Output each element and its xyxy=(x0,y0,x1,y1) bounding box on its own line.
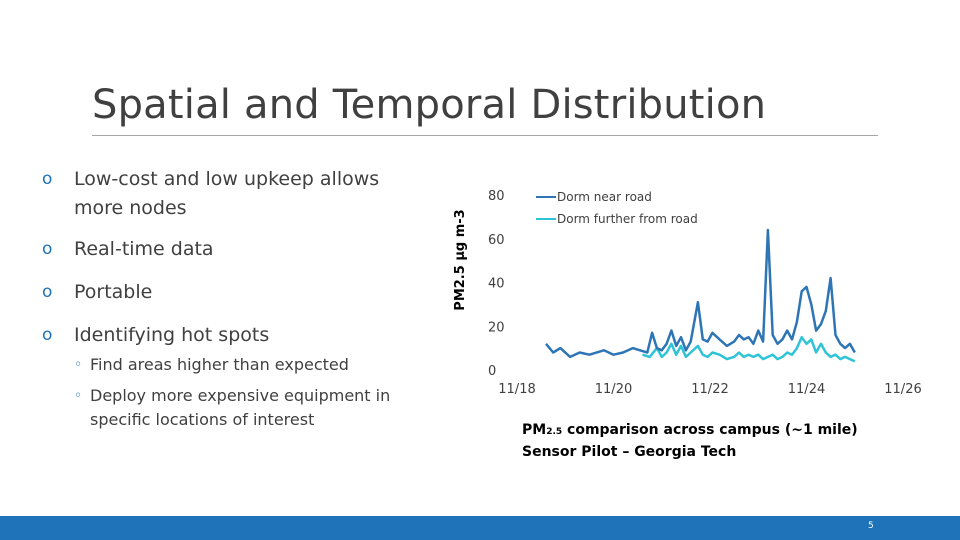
title-divider xyxy=(92,135,878,136)
legend-label: Dorm further from road xyxy=(557,212,698,226)
y-tick-label: 40 xyxy=(488,277,505,292)
sub-bullet-text: specific locations of interest xyxy=(90,410,315,429)
y-axis-label: PM2.5 µg m-3 xyxy=(453,209,468,310)
bullet-text: Real-time data xyxy=(74,238,214,260)
bullet-marker: o xyxy=(42,239,53,259)
series-line xyxy=(545,228,856,359)
slide-title: Spatial and Temporal Distribution xyxy=(92,82,767,128)
chart-caption: PM2.5 comparison across campus (~1 mile)… xyxy=(522,420,858,462)
series-lines xyxy=(545,228,856,363)
y-tick-label: 60 xyxy=(488,233,505,248)
bullet-marker: o xyxy=(42,282,53,302)
legend: Dorm near road Dorm further from road xyxy=(536,190,698,226)
caption-line-1: PM2.5 comparison across campus (~1 mile) xyxy=(522,422,858,438)
sub-bullet-marker: ◦ xyxy=(74,357,83,373)
x-tick-label: 11/26 xyxy=(884,382,921,397)
y-tick-labels: 0 20 40 60 80 xyxy=(488,189,505,379)
bullet-text: Portable xyxy=(74,281,153,303)
bullet-marker: o xyxy=(42,169,53,189)
series-line xyxy=(642,335,856,363)
bullet-item: o Identifying hot spots xyxy=(42,321,269,350)
bullet-text: Low-cost and low upkeep allows xyxy=(74,168,380,190)
x-tick-label: 11/24 xyxy=(788,382,825,397)
x-tick-label: 11/18 xyxy=(498,382,535,397)
x-tick-labels: 11/18 11/20 11/22 11/24 11/26 xyxy=(498,382,921,397)
sub-bullet-item: ◦ Find areas higher than expected xyxy=(74,353,349,377)
sub-bullet-text: Deploy more expensive equipment in xyxy=(90,386,391,405)
y-tick-label: 20 xyxy=(488,320,505,335)
sub-bullet-marker: ◦ xyxy=(74,388,83,404)
bullet-item: o Portable xyxy=(42,278,152,307)
caption-line-2: Sensor Pilot – Georgia Tech xyxy=(522,444,737,460)
bullet-text: more nodes xyxy=(74,197,187,219)
page-number: 5 xyxy=(868,521,874,531)
x-tick-label: 11/22 xyxy=(691,382,728,397)
x-tick-label: 11/20 xyxy=(595,382,632,397)
y-tick-label: 0 xyxy=(488,364,496,379)
y-tick-label: 80 xyxy=(488,189,505,204)
bullet-text: Identifying hot spots xyxy=(74,324,270,346)
bullet-item: o Low-cost and low upkeep allows more no… xyxy=(42,165,379,223)
legend-label: Dorm near road xyxy=(557,190,652,204)
sub-bullet-item: ◦ Deploy more expensive equipment in spe… xyxy=(74,384,390,432)
sub-bullet-text: Find areas higher than expected xyxy=(90,355,349,374)
bullet-item: o Real-time data xyxy=(42,235,214,264)
footer-bar xyxy=(0,516,960,540)
bullet-marker: o xyxy=(42,325,53,345)
